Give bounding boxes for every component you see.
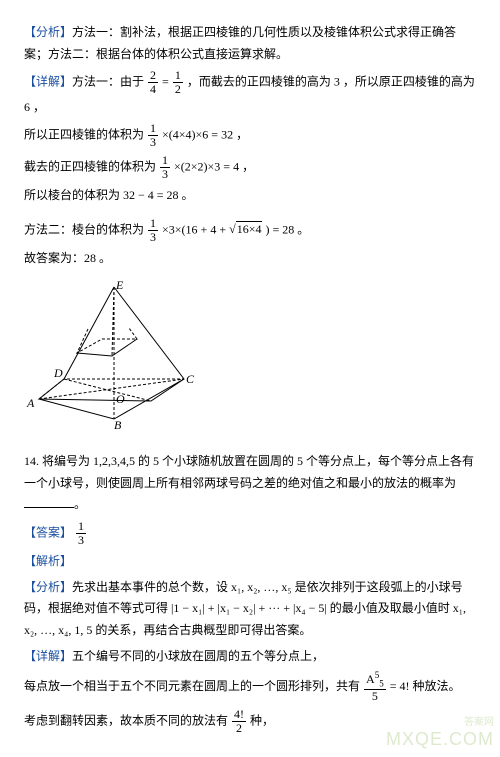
detail2-line2-pre: 每点放一个相当于五个不同元素在圆周上的一个圆形排列，共有 xyxy=(24,679,363,693)
answer-text: 故答案为：28 。 xyxy=(24,251,111,265)
frac-1-3c: 13 xyxy=(160,154,170,181)
label-e: E xyxy=(115,279,124,292)
answer-label: 【答案】 xyxy=(24,525,72,539)
method2-mid1: ×3×(16 + 4 + xyxy=(162,222,229,236)
detail2-line1: 【详解】五个编号不同的小球放在圆周的五个等分点上， xyxy=(24,646,476,668)
analysis2-end: 的关系，再结合古典概型即可得出答案。 xyxy=(92,623,311,637)
detail2-line2: 每点放一个相当于五个不同元素在圆周上的一个圆形排列，共有 A55 5 = 4! … xyxy=(24,671,476,703)
detail-line2: 所以正四棱锥的体积为 13 ×(4×4)×6 = 32 ， xyxy=(24,122,476,149)
blank-line xyxy=(24,496,74,508)
watermark-small: 答案网 xyxy=(386,717,494,729)
detail2-line3-post: 种， xyxy=(250,713,274,727)
detail-line3: 截去的正四棱锥的体积为 13 ×(2×2)×3 = 4 ， xyxy=(24,154,476,181)
detail2-label: 【详解】 xyxy=(24,649,72,663)
label-c: C xyxy=(186,372,195,386)
frac-2-4: 24 xyxy=(148,69,158,96)
pyramid-svg: E A B C D O xyxy=(24,279,204,429)
line2-prefix: 所以正四棱锥的体积为 xyxy=(24,128,144,142)
watermark-large: MXQE.COM xyxy=(386,729,494,751)
line3-expr: ×(2×2)×3 = 4 ， xyxy=(174,159,254,173)
xs-seq: x₁, x₂, …, x₅ xyxy=(231,580,292,594)
detail-label: 【详解】 xyxy=(24,75,72,89)
detail-m1-prefix: 方法一：由于 xyxy=(72,75,144,89)
method2-prefix: 方法二：棱台的体积为 xyxy=(24,222,144,236)
method2-end: ) = 28 。 xyxy=(262,222,309,236)
abs-expr: |1 − x₁| + |x₁ − x₂| + ··· + |x₄ − 5| xyxy=(171,601,327,615)
frac-1-3d: 13 xyxy=(148,217,158,244)
analysis2-prefix: 先求出基本事件的总个数，设 xyxy=(72,580,231,594)
pyramid-figure: E A B C D O xyxy=(24,279,476,437)
diagonal-bd xyxy=(64,379,151,401)
detail2-text1: 五个编号不同的小球放在圆周的五个等分点上， xyxy=(72,649,324,663)
label-o: O xyxy=(116,392,125,406)
q14-answer: 【答案】 13 xyxy=(24,520,476,547)
method2-line: 方法二：棱台的体积为 13 ×3×(16 + 4 + √16×4 ) = 28 … xyxy=(24,217,476,244)
label-a: A xyxy=(26,396,35,410)
analysis-text: 方法一：割补法，根据正四棱锥的几何性质以及棱锥体积公式求得正确答案；方法二：根据… xyxy=(24,25,456,61)
watermark: 答案网 MXQE.COM xyxy=(386,717,494,751)
analysis2-mid2: 的最小值及取最小值时 xyxy=(327,601,453,615)
slice-back xyxy=(77,328,137,353)
detail-line4: 所以棱台的体积为 32 − 4 = 28 。 xyxy=(24,185,476,207)
analysis-label: 【分析】 xyxy=(24,25,72,39)
q14-text: 将编号为 1,2,3,4,5 的 5 个小球随机放置在圆周的 5 个等分点上，每… xyxy=(24,454,474,490)
answer-line: 故答案为：28 。 xyxy=(24,248,476,270)
line2-expr: ×(4×4)×6 = 32 ， xyxy=(162,128,248,142)
label-b: B xyxy=(114,418,122,429)
analysis2: 【分析】先求出基本事件的总个数，设 x₁, x₂, …, x₅ 是依次排列于这段… xyxy=(24,577,476,642)
pyramid-outline-top xyxy=(39,287,184,401)
q14-number: 14. xyxy=(24,454,42,468)
line3-prefix: 截去的正四棱锥的体积为 xyxy=(24,159,156,173)
detail2-line3-pre: 考虑到翻转因素，故本质不同的放法有 xyxy=(24,713,231,727)
eq-sign: = xyxy=(162,75,172,89)
parse-label: 【解析】 xyxy=(24,551,476,573)
detail-line1: 【详解】方法一：由于 24 = 12 ，而截去的正四棱锥的高为 3 ，所以原正四… xyxy=(24,69,476,118)
analysis2-label: 【分析】 xyxy=(24,580,72,594)
frac-1-3a: 13 xyxy=(148,122,158,149)
label-d: D xyxy=(53,366,63,380)
analysis-block: 【分析】方法一：割补法，根据正四棱锥的几何性质以及棱锥体积公式求得正确答案；方法… xyxy=(24,22,476,65)
frac-a55: A55 5 xyxy=(364,671,386,703)
frac-1-3-ans: 13 xyxy=(76,520,86,547)
sqrt-16x4: √16×4 xyxy=(229,219,262,241)
frac-1-2: 12 xyxy=(173,69,183,96)
detail2-line2-post: = 4! 种放法。 xyxy=(390,679,461,693)
frac-4fac-2: 4!2 xyxy=(232,708,246,735)
line4-text: 所以棱台的体积为 32 − 4 = 28 。 xyxy=(24,188,194,202)
q14: 14. 将编号为 1,2,3,4,5 的 5 个小球随机放置在圆周的 5 个等分… xyxy=(24,451,476,516)
